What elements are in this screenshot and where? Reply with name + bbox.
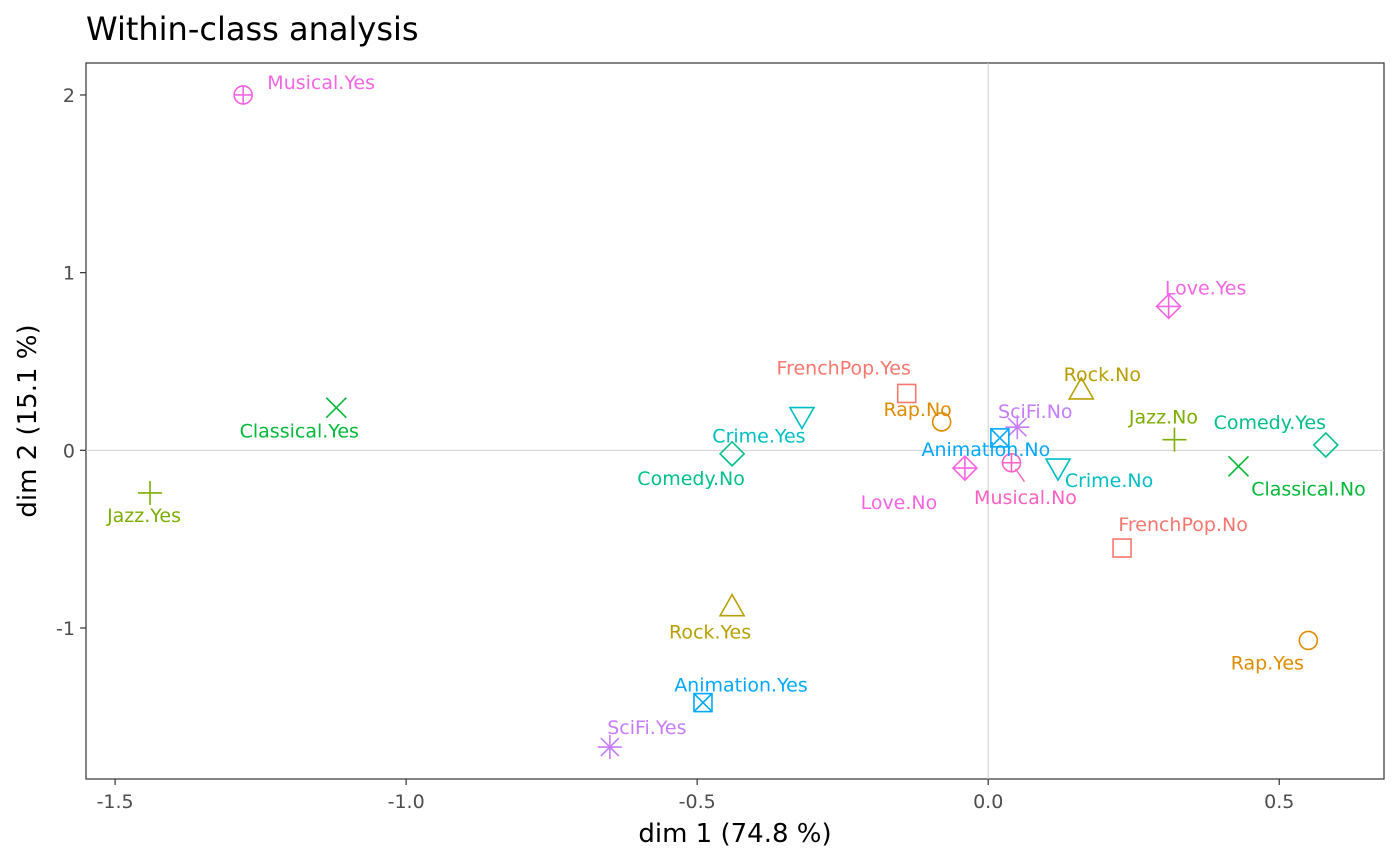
point-marker [1112, 538, 1132, 558]
x-tick-label: 0.5 [1264, 791, 1294, 813]
point-marker [1162, 427, 1187, 452]
point-label: FrenchPop.Yes [777, 357, 911, 379]
point-marker [788, 406, 816, 431]
point-marker [1067, 376, 1095, 400]
point-marker [718, 440, 746, 467]
point-label: Classical.Yes [240, 421, 359, 443]
x-tick-label: -1.5 [97, 791, 134, 813]
y-tick-label: -1 [56, 618, 75, 640]
point-marker [138, 480, 163, 505]
point-label: FrenchPop.No [1118, 514, 1248, 536]
point-marker [325, 397, 347, 419]
point-marker [1005, 415, 1030, 440]
point-label: Musical.No [974, 487, 1077, 509]
point-label: Love.Yes [1165, 277, 1247, 299]
point-label: Musical.Yes [267, 72, 375, 94]
point-label: Classical.No [1251, 478, 1366, 500]
point-marker [1298, 630, 1319, 651]
point-label: Animation.No [921, 439, 1050, 461]
plot-panel [85, 62, 1385, 780]
point-label: Crime.Yes [712, 426, 805, 448]
y-tick-label: 2 [63, 85, 75, 107]
point-label: SciFi.Yes [607, 717, 686, 739]
x-tick-label: 0.0 [973, 791, 1003, 813]
point-marker [233, 85, 253, 105]
y-tick-label: 0 [63, 440, 75, 462]
point-marker [1155, 293, 1182, 320]
chart-title: Within-class analysis [86, 10, 419, 48]
point-label: Jazz.Yes [106, 505, 181, 527]
point-label: Love.No [861, 492, 938, 514]
point-marker [1001, 452, 1022, 473]
point-marker [990, 428, 1010, 448]
point-label: Rap.No [883, 399, 951, 421]
x-axis-title: dim 1 (74.8 %) [638, 819, 831, 849]
point-marker [1044, 458, 1072, 482]
point-label: Comedy.No [637, 468, 745, 490]
scatter-points [138, 85, 1339, 760]
y-tick-label: 1 [63, 263, 75, 285]
x-tick-label: -1.0 [388, 791, 425, 813]
point-marker [931, 412, 952, 432]
point-label: Comedy.Yes [1214, 412, 1326, 434]
x-tick-label: -0.5 [679, 791, 716, 813]
point-marker [693, 692, 713, 713]
point-labels: Musical.Yes Classical.Yes Jazz.Yes FrenchPo… [106, 72, 1366, 739]
x-axis: -1.5 -1.0 -0.5 0.0 0.5 [97, 779, 1294, 813]
y-axis-title: dim 2 (15.1 %) [13, 324, 43, 517]
reference-lines [86, 63, 1384, 779]
label-connector [1014, 468, 1026, 483]
point-marker [1312, 431, 1339, 459]
point-label: Rap.Yes [1231, 652, 1304, 674]
point-marker [1227, 455, 1250, 477]
point-marker [896, 383, 917, 404]
point-label: Rock.Yes [669, 622, 751, 644]
point-label: Jazz.No [1128, 407, 1198, 429]
point-label: Rock.No [1064, 364, 1141, 386]
point-label: Animation.Yes [674, 675, 808, 697]
point-label: SciFi.No [998, 401, 1073, 423]
y-axis: -1 0 1 2 [56, 85, 86, 640]
point-marker [718, 593, 746, 617]
point-marker [597, 735, 622, 760]
point-marker [951, 454, 979, 482]
point-label: Crime.No [1065, 470, 1153, 492]
